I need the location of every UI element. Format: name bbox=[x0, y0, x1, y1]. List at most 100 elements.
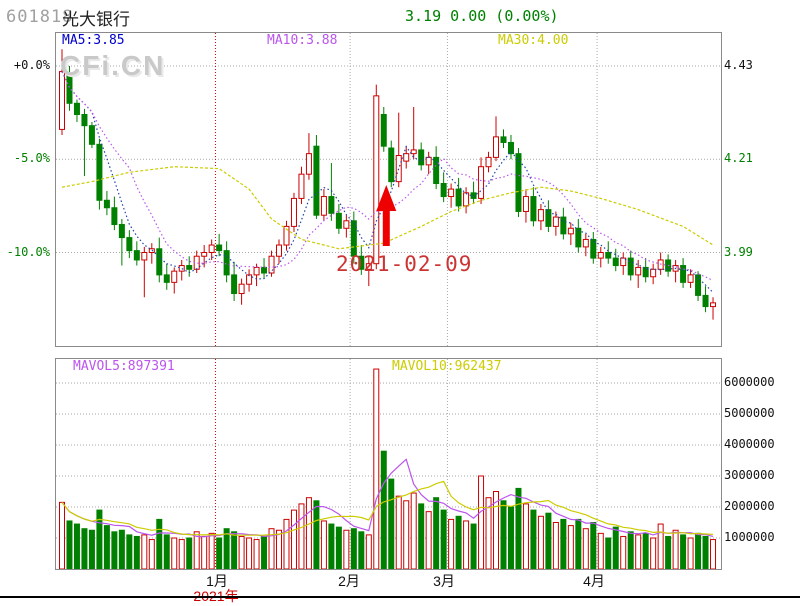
volume-bar bbox=[305, 497, 312, 569]
volume-bar bbox=[73, 523, 80, 569]
volume-bar bbox=[238, 535, 245, 569]
candle-body bbox=[695, 274, 702, 296]
volume-bar bbox=[515, 487, 522, 569]
candle-body bbox=[358, 255, 365, 270]
candle-body bbox=[156, 248, 163, 276]
candle-body bbox=[171, 270, 178, 283]
candle-body bbox=[403, 153, 410, 162]
volume-bar bbox=[500, 500, 507, 569]
candle-body bbox=[388, 147, 395, 183]
candle-body bbox=[552, 216, 559, 227]
volume-bar bbox=[148, 539, 155, 569]
volume-bar bbox=[208, 532, 215, 569]
volume-bar bbox=[328, 523, 335, 569]
volume-bar bbox=[111, 531, 118, 569]
volume-bar bbox=[171, 537, 178, 569]
candle-body bbox=[350, 220, 357, 257]
vol-axis-1m: 1000000 bbox=[724, 530, 775, 544]
candle-body bbox=[590, 238, 597, 259]
volume-bar bbox=[552, 522, 559, 569]
volume-bar bbox=[96, 509, 103, 569]
volume-bar bbox=[433, 497, 440, 569]
candle-body bbox=[560, 216, 567, 235]
volume-bar bbox=[537, 515, 544, 569]
volume-bar bbox=[253, 539, 260, 569]
candle-body bbox=[163, 274, 170, 283]
candle-body bbox=[605, 252, 612, 259]
volume-bar bbox=[425, 511, 432, 569]
candle-body bbox=[680, 265, 687, 283]
volume-bar bbox=[216, 537, 223, 569]
volume-bar bbox=[231, 531, 238, 569]
price-quote: 3.19 0.00 (0.00%) bbox=[405, 7, 559, 25]
candle-body bbox=[246, 274, 253, 285]
candle-body bbox=[305, 153, 312, 175]
candle-body bbox=[433, 156, 440, 184]
candle-body bbox=[335, 212, 342, 229]
volume-bar bbox=[597, 532, 604, 569]
volume-bar bbox=[141, 534, 148, 569]
volume-bar bbox=[320, 520, 327, 569]
candle-body bbox=[133, 250, 140, 261]
candle-body bbox=[597, 252, 604, 259]
pct-axis-0: +0.0% bbox=[13, 58, 50, 72]
mavol5-line bbox=[61, 458, 714, 538]
stock-name: 光大银行 bbox=[62, 10, 130, 29]
candle-body bbox=[500, 136, 507, 143]
volume-bar bbox=[657, 523, 664, 569]
volume-bar bbox=[343, 529, 350, 569]
candle-body bbox=[231, 274, 238, 295]
price-chart-panel bbox=[55, 32, 722, 347]
candle-body bbox=[575, 227, 582, 248]
volume-bar bbox=[672, 529, 679, 569]
mavol10-line bbox=[61, 480, 714, 536]
candle-body bbox=[582, 238, 589, 248]
candle-body bbox=[103, 199, 110, 209]
candle-body bbox=[238, 283, 245, 295]
candle-body bbox=[365, 263, 372, 270]
candle-body bbox=[463, 192, 470, 207]
candle-body bbox=[320, 196, 327, 216]
volume-bar bbox=[88, 529, 95, 569]
candle-body bbox=[702, 294, 709, 308]
volume-bar bbox=[590, 522, 597, 569]
volume-bar bbox=[620, 535, 627, 569]
ma5-label: MA5:3.85 bbox=[62, 33, 125, 48]
mavol5-label: MAVOL5:897391 bbox=[73, 359, 175, 374]
candle-body bbox=[268, 255, 275, 274]
volume-bar bbox=[448, 518, 455, 569]
candle-body bbox=[380, 113, 387, 147]
volume-bar bbox=[575, 518, 582, 569]
candle-body bbox=[478, 166, 485, 199]
ma10-line bbox=[61, 71, 714, 282]
candle-body bbox=[73, 102, 80, 115]
volume-bar bbox=[485, 497, 492, 569]
volume-bar bbox=[582, 528, 589, 569]
volume-bar bbox=[223, 528, 230, 569]
pct-axis-10: -10.0% bbox=[6, 245, 50, 259]
candle-body bbox=[216, 244, 223, 252]
volume-bar bbox=[605, 537, 612, 569]
candle-body bbox=[418, 149, 425, 166]
volume-bar bbox=[650, 537, 657, 569]
volume-bar bbox=[440, 509, 447, 569]
volume-bar bbox=[545, 512, 552, 569]
candle-body bbox=[627, 257, 634, 276]
volume-bar bbox=[388, 478, 395, 569]
candle-body bbox=[410, 149, 417, 155]
candle-body bbox=[522, 196, 529, 212]
volume-bar bbox=[530, 509, 537, 569]
vol-axis-5m: 5000000 bbox=[724, 406, 775, 420]
volume-bar bbox=[373, 368, 380, 569]
candle-body bbox=[223, 250, 230, 276]
volume-bar bbox=[283, 518, 290, 569]
ma30-line bbox=[61, 166, 714, 250]
candle-body bbox=[126, 237, 133, 252]
price-axis-421: 4.21 bbox=[724, 151, 753, 165]
candle-body bbox=[253, 266, 260, 276]
volume-bar bbox=[163, 534, 170, 569]
volume-bar bbox=[193, 531, 200, 569]
vol-axis-6m: 6000000 bbox=[724, 375, 775, 389]
candle-body bbox=[118, 224, 125, 239]
volume-bar bbox=[276, 529, 283, 569]
